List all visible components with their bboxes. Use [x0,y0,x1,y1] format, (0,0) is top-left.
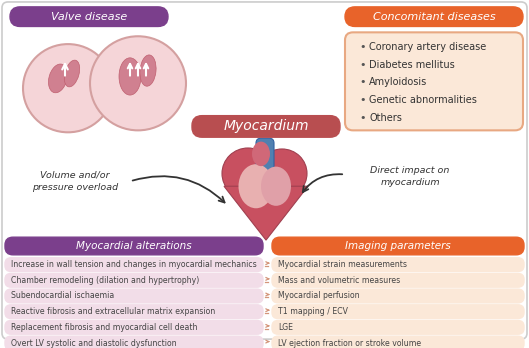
FancyBboxPatch shape [5,274,263,287]
Text: Genetic abnormalities: Genetic abnormalities [369,95,477,105]
Ellipse shape [261,167,291,206]
FancyBboxPatch shape [272,289,524,303]
Polygon shape [224,186,308,240]
Text: Replacement fibrosis and myocardial cell death: Replacement fibrosis and myocardial cell… [11,323,197,332]
Text: Imaging parameters: Imaging parameters [345,241,451,251]
Text: Increase in wall tension and changes in myocardial mechanics: Increase in wall tension and changes in … [11,260,257,269]
Text: Concomitant diseases: Concomitant diseases [373,12,495,22]
Ellipse shape [222,148,274,199]
Text: •: • [359,95,366,105]
Text: Reactive fibrosis and extracellular matrix expansion: Reactive fibrosis and extracellular matr… [11,307,215,316]
Text: •: • [359,113,366,122]
Text: •: • [359,60,366,70]
Ellipse shape [140,55,156,86]
Ellipse shape [65,60,80,87]
Text: Subendocardial ischaemia: Subendocardial ischaemia [11,292,114,300]
Text: Volume and/or
pressure overload: Volume and/or pressure overload [32,171,118,192]
Ellipse shape [239,164,273,208]
Text: Myocardial strain measurements: Myocardial strain measurements [278,260,407,269]
Text: •: • [359,77,366,87]
Text: Amyloidosis: Amyloidosis [369,77,427,87]
FancyBboxPatch shape [5,321,263,334]
FancyBboxPatch shape [272,305,524,318]
Text: Myocardial alterations: Myocardial alterations [76,241,192,251]
Ellipse shape [257,149,307,198]
Text: T1 mapping / ECV: T1 mapping / ECV [278,307,348,316]
Ellipse shape [252,142,270,166]
FancyBboxPatch shape [272,336,524,348]
Text: Overt LV systolic and diastolic dysfunction: Overt LV systolic and diastolic dysfunct… [11,339,177,348]
FancyBboxPatch shape [272,274,524,287]
Text: Others: Others [369,113,402,122]
Ellipse shape [49,64,68,93]
Text: Valve disease: Valve disease [51,12,127,22]
FancyBboxPatch shape [5,305,263,318]
Text: Myocardium: Myocardium [223,119,309,133]
FancyBboxPatch shape [272,237,524,255]
Text: Mass and volumetric measures: Mass and volumetric measures [278,276,400,285]
Text: Diabetes mellitus: Diabetes mellitus [369,60,455,70]
FancyBboxPatch shape [5,237,263,255]
Text: Chamber remodeling (dilation and hypertrophy): Chamber remodeling (dilation and hypertr… [11,276,199,285]
Circle shape [23,44,113,132]
FancyBboxPatch shape [256,138,274,191]
FancyBboxPatch shape [192,116,340,137]
FancyBboxPatch shape [10,7,168,26]
FancyBboxPatch shape [345,7,523,26]
Circle shape [90,36,186,130]
FancyBboxPatch shape [345,32,523,130]
Text: LV ejection fraction or stroke volume: LV ejection fraction or stroke volume [278,339,421,348]
FancyBboxPatch shape [5,289,263,303]
FancyBboxPatch shape [272,258,524,271]
Text: Coronary artery disease: Coronary artery disease [369,42,486,52]
Text: Myocardial perfusion: Myocardial perfusion [278,292,360,300]
Text: Direct impact on
myocardium: Direct impact on myocardium [370,166,450,187]
Text: LGE: LGE [278,323,293,332]
FancyBboxPatch shape [5,258,263,271]
FancyBboxPatch shape [2,2,527,339]
FancyBboxPatch shape [272,321,524,334]
FancyBboxPatch shape [5,336,263,348]
Ellipse shape [119,58,141,95]
Text: •: • [359,42,366,52]
